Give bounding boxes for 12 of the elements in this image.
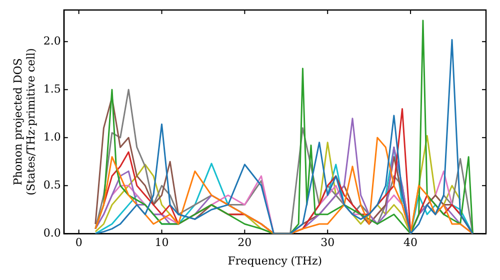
x-tick-label: 40: [404, 236, 418, 250]
y-axis-title: Phonon projected DOS (States/THz·primitive cell): [11, 48, 38, 196]
x-tick-label: 30: [320, 236, 335, 250]
x-tick-label: 10: [154, 236, 169, 250]
x-axis-title: Frequency (THz): [228, 254, 322, 268]
x-tick-label: 0: [75, 236, 82, 250]
y-tick-label: 0.0: [43, 226, 61, 240]
x-tick-label: 20: [238, 236, 252, 250]
y-tick-label: 1.0: [43, 130, 61, 144]
y-tick-label: 1.5: [43, 82, 61, 96]
y-tick-label: 0.5: [43, 178, 61, 192]
y-tick-label: 2.0: [43, 34, 61, 48]
